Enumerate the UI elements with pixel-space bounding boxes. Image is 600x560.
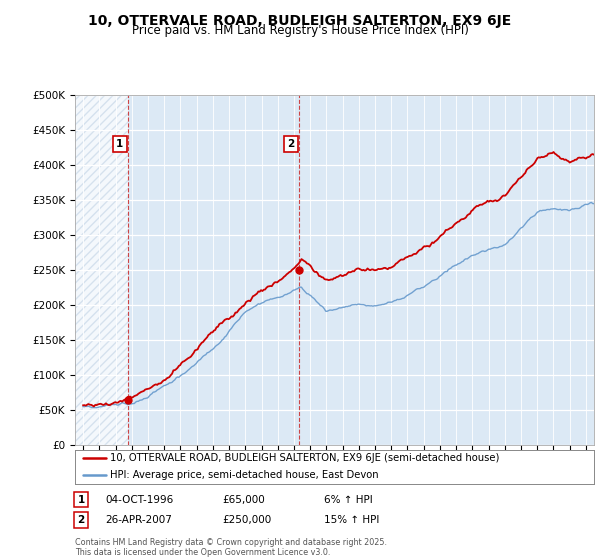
Text: 26-APR-2007: 26-APR-2007	[105, 515, 172, 525]
Text: 6% ↑ HPI: 6% ↑ HPI	[324, 494, 373, 505]
Text: 15% ↑ HPI: 15% ↑ HPI	[324, 515, 379, 525]
Text: Price paid vs. HM Land Registry's House Price Index (HPI): Price paid vs. HM Land Registry's House …	[131, 24, 469, 37]
Text: 2: 2	[287, 139, 295, 149]
Text: 1: 1	[77, 494, 85, 505]
Text: £65,000: £65,000	[222, 494, 265, 505]
Text: 1: 1	[116, 139, 124, 149]
Text: HPI: Average price, semi-detached house, East Devon: HPI: Average price, semi-detached house,…	[110, 470, 379, 480]
Text: 10, OTTERVALE ROAD, BUDLEIGH SALTERTON, EX9 6JE (semi-detached house): 10, OTTERVALE ROAD, BUDLEIGH SALTERTON, …	[110, 454, 500, 463]
Text: 10, OTTERVALE ROAD, BUDLEIGH SALTERTON, EX9 6JE: 10, OTTERVALE ROAD, BUDLEIGH SALTERTON, …	[88, 14, 512, 28]
Text: 2: 2	[77, 515, 85, 525]
Text: Contains HM Land Registry data © Crown copyright and database right 2025.
This d: Contains HM Land Registry data © Crown c…	[75, 538, 387, 557]
Text: £250,000: £250,000	[222, 515, 271, 525]
Text: 04-OCT-1996: 04-OCT-1996	[105, 494, 173, 505]
